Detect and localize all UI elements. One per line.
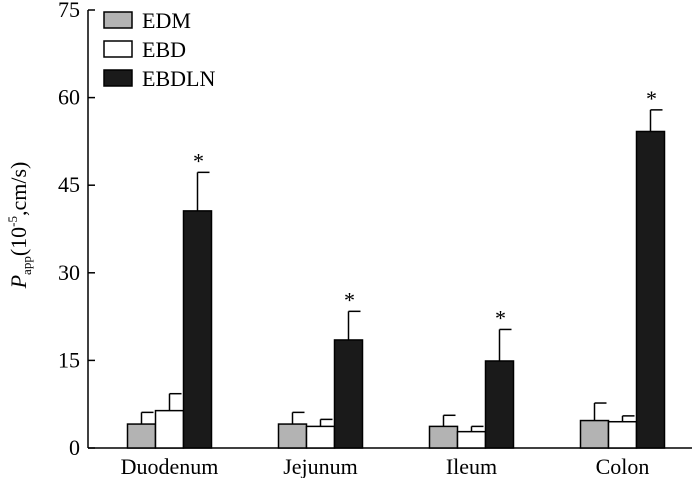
- legend-label-edm: EDM: [142, 8, 191, 33]
- x-tick-label: Jejunum: [283, 454, 358, 478]
- y-tick-label: 30: [58, 260, 80, 285]
- x-tick-label: Duodenum: [121, 454, 219, 478]
- y-tick-label: 0: [69, 435, 80, 460]
- bar-ebd: [607, 420, 638, 449]
- significance-star: *: [495, 305, 506, 330]
- ylabel-subscript: app: [19, 256, 34, 275]
- bar-ebdln: [333, 339, 364, 449]
- significance-star: *: [646, 86, 657, 111]
- significance-star: *: [193, 148, 204, 173]
- legend-swatch-ebdln: [103, 69, 133, 87]
- y-axis: 0 15 30 45 60 75: [58, 0, 95, 460]
- x-axis: Duodenum Jejunum Ileum Colon: [88, 447, 692, 478]
- bar-edm: [579, 419, 610, 449]
- bar-edm: [428, 425, 459, 449]
- y-tick-label: 75: [58, 0, 80, 22]
- y-tick-label: 45: [58, 172, 80, 197]
- significance-marks: * * * *: [193, 86, 657, 331]
- ylabel-close: ,cm/s): [6, 162, 31, 216]
- legend-swatch-ebd: [103, 40, 133, 58]
- bar-edm: [126, 423, 157, 449]
- bars: [126, 130, 666, 449]
- ylabel-open: (10: [6, 227, 31, 256]
- bar-ebdln: [484, 360, 515, 449]
- y-tick-label: 60: [58, 85, 80, 110]
- legend-label-ebdln: EBDLN: [142, 66, 215, 91]
- ylabel-superscript: -5: [5, 216, 20, 227]
- legend-swatch-edm: [103, 11, 133, 29]
- legend: EDM EBD EBDLN: [103, 8, 215, 91]
- y-tick-label: 15: [58, 347, 80, 372]
- bar-ebdln: [635, 130, 666, 449]
- error-bars: [140, 109, 663, 432]
- bar-ebd: [305, 425, 336, 449]
- ylabel-symbol: P: [6, 275, 31, 289]
- bar-edm: [277, 423, 308, 449]
- bar-ebd: [154, 409, 185, 449]
- legend-label-ebd: EBD: [142, 37, 186, 62]
- bar-ebd: [456, 430, 487, 449]
- bar-ebdln: [182, 210, 213, 449]
- significance-star: *: [344, 287, 355, 312]
- x-tick-label: Colon: [596, 454, 650, 478]
- x-tick-label: Ileum: [446, 454, 497, 478]
- y-axis-label: Papp(10-5,cm/s): [5, 162, 34, 290]
